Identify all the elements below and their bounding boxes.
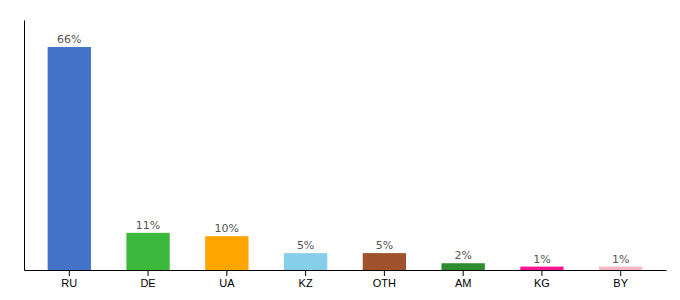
data-label: 2% bbox=[454, 249, 471, 262]
x-tick: UA bbox=[219, 270, 235, 289]
x-tick-mark bbox=[463, 270, 464, 276]
x-tick-mark bbox=[148, 270, 149, 276]
x-tick: RU bbox=[61, 270, 77, 289]
x-tick-label: RU bbox=[61, 277, 77, 289]
data-label: 5% bbox=[376, 239, 393, 252]
x-tick-label: DE bbox=[140, 277, 155, 289]
x-tick-mark bbox=[384, 270, 385, 276]
data-label: 1% bbox=[612, 253, 629, 266]
x-tick-mark bbox=[305, 270, 306, 276]
y-axis bbox=[24, 21, 25, 271]
x-tick-label: UA bbox=[219, 277, 235, 289]
x-tick-label: AM bbox=[455, 277, 472, 289]
plot: RU DE UA KZ OTH AM KG BY 66% 11% 10% 5% 5% 2% 1% 1% bbox=[25, 21, 667, 289]
x-axis-line bbox=[25, 270, 667, 271]
x-tick-mark bbox=[69, 270, 70, 276]
x-tick: KG bbox=[534, 270, 550, 289]
bar bbox=[520, 267, 563, 270]
bar bbox=[284, 253, 327, 270]
data-labels: 66% 11% 10% 5% 5% 2% 1% 1% bbox=[57, 33, 629, 266]
x-tick-mark bbox=[541, 270, 542, 276]
bar bbox=[441, 263, 484, 270]
x-tick-mark bbox=[226, 270, 227, 276]
x-axis: RU DE UA KZ OTH AM KG BY bbox=[25, 270, 667, 289]
x-tick-label: OTH bbox=[373, 277, 396, 289]
x-tick: KZ bbox=[299, 270, 313, 289]
x-tick: AM bbox=[455, 270, 472, 289]
x-tick: OTH bbox=[373, 270, 396, 289]
y-axis-line bbox=[24, 21, 25, 271]
bar bbox=[363, 253, 406, 270]
data-label: 1% bbox=[533, 253, 550, 266]
x-tick-label: KG bbox=[534, 277, 550, 289]
bar bbox=[205, 236, 248, 270]
x-tick: BY bbox=[613, 270, 628, 289]
bar bbox=[126, 233, 169, 270]
data-label: 10% bbox=[215, 222, 239, 235]
x-tick: DE bbox=[140, 270, 155, 289]
data-label: 66% bbox=[57, 33, 81, 46]
data-label: 11% bbox=[136, 219, 160, 232]
data-label: 5% bbox=[297, 239, 314, 252]
bars bbox=[48, 47, 643, 270]
x-tick-label: KZ bbox=[299, 277, 313, 289]
bar bbox=[48, 47, 91, 270]
x-tick-mark bbox=[620, 270, 621, 276]
x-tick-label: BY bbox=[613, 277, 628, 289]
bar bbox=[599, 267, 642, 270]
chart: RU DE UA KZ OTH AM KG BY 66% 11% 10% 5% 5% 2% 1% 1% bbox=[0, 0, 680, 300]
